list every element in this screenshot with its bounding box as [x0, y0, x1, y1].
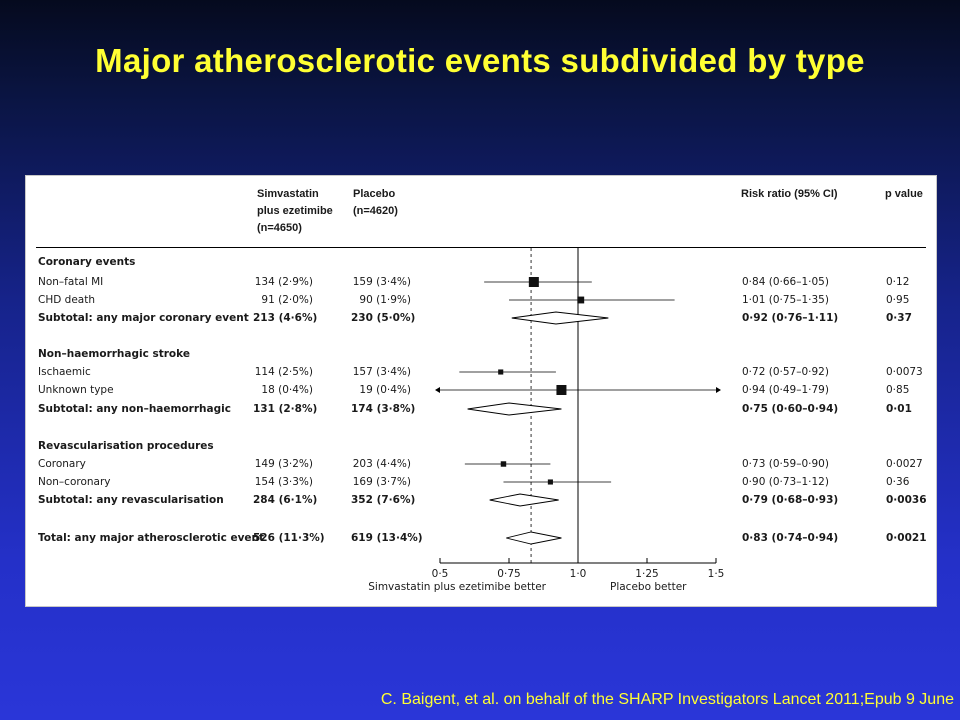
point-estimate-square [500, 461, 507, 467]
row-risk-ratio-text: 0·75 (0·60–0·94) [742, 403, 839, 415]
point-estimate-square [528, 277, 539, 287]
row-risk-ratio-text: 0·94 (0·49–1·79) [742, 384, 829, 396]
row-label: Unknown type [38, 384, 114, 396]
header-p-value: p value [885, 188, 923, 200]
header-treatment-line2: plus ezetimibe [257, 205, 333, 217]
header-risk-ratio: Risk ratio (95% CI) [741, 188, 838, 200]
row-risk-ratio-text: 0·72 (0·57–0·92) [742, 366, 829, 378]
ci-arrow-left [435, 387, 440, 393]
point-estimate-square [547, 479, 553, 485]
row-placebo-count: 230 (5·0%) [351, 312, 416, 324]
point-estimate-square [577, 296, 585, 304]
row-risk-ratio-text: 0·73 (0·59–0·90) [742, 458, 829, 470]
x-tick-label: 1·25 [635, 568, 658, 580]
row-p-value: 0·85 [886, 384, 910, 396]
row-label: Non–coronary [38, 476, 111, 488]
row-placebo-count: 174 (3·8%) [351, 403, 416, 415]
row-placebo-count: 203 (4·4%) [352, 458, 411, 470]
row-label: Coronary [38, 458, 86, 470]
row-p-value: 0·01 [886, 403, 912, 415]
row-p-value: 0·36 [886, 476, 910, 488]
row-treatment-count: 114 (2·5%) [254, 366, 313, 378]
row-placebo-count: 159 (3·4%) [352, 276, 411, 288]
row-treatment-count: 134 (2·9%) [254, 276, 313, 288]
row-label: Revascularisation procedures [38, 440, 214, 452]
favours-left-label: Simvastatin plus ezetimibe better [368, 581, 546, 593]
x-tick-label: 1·5 [708, 568, 725, 580]
row-risk-ratio-text: 0·84 (0·66–1·05) [742, 276, 829, 288]
point-estimate-square [556, 385, 567, 395]
header-placebo-line1: Placebo [353, 188, 396, 200]
x-tick-label: 0·75 [497, 568, 520, 580]
header-treatment-line1: Simvastatin [257, 188, 319, 200]
header-rule [36, 247, 926, 248]
row-risk-ratio-text: 0·79 (0·68–0·93) [742, 494, 839, 506]
row-treatment-count: 154 (3·3%) [254, 476, 313, 488]
row-treatment-count: 284 (6·1%) [253, 494, 318, 506]
header-placebo-line2: (n=4620) [353, 205, 398, 217]
row-placebo-count: 90 (1·9%) [359, 294, 411, 306]
row-label: Subtotal: any non–haemorrhagic [38, 403, 231, 415]
row-p-value: 0·0027 [886, 458, 923, 470]
row-label: Coronary events [38, 256, 136, 268]
subtotal-diamond [467, 402, 562, 416]
header-treatment-line3: (n=4650) [257, 222, 302, 234]
row-p-value: 0·12 [886, 276, 910, 288]
row-placebo-count: 352 (7·6%) [351, 494, 416, 506]
row-label: Non–haemorrhagic stroke [38, 348, 190, 360]
row-label: Total: any major atherosclerotic event [38, 532, 265, 544]
favours-right-label: Placebo better [610, 581, 687, 593]
row-p-value: 0·37 [886, 312, 912, 324]
forest-plot-panel: Simvastatin plus ezetimibe (n=4650) Plac… [25, 175, 937, 607]
row-p-value: 0·0021 [886, 532, 927, 544]
forest-plot: 0·5 0·75 1·0 1·25 1·5 Simvastatin plus ezetim… [368, 248, 725, 593]
row-risk-ratio-text: 0·90 (0·73–1·12) [742, 476, 829, 488]
point-estimate-square [498, 369, 504, 375]
row-risk-ratio-text: 0·83 (0·74–0·94) [742, 532, 839, 544]
citation: C. Baigent, et al. on behalf of the SHAR… [380, 691, 954, 708]
subtotal-diamond [489, 493, 559, 507]
header-treatment: Simvastatin plus ezetimibe (n=4650) [257, 186, 333, 237]
row-treatment-count: 213 (4·6%) [253, 312, 318, 324]
row-placebo-count: 169 (3·7%) [352, 476, 411, 488]
row-p-value: 0·0073 [886, 366, 923, 378]
row-placebo-count: 619 (13·4%) [351, 532, 423, 544]
row-treatment-count: 526 (11·3%) [253, 532, 325, 544]
row-treatment-count: 91 (2·0%) [261, 294, 313, 306]
row-label: CHD death [38, 294, 95, 306]
x-tick-label: 1·0 [570, 568, 587, 580]
header-placebo: Placebo (n=4620) [353, 186, 398, 220]
total-diamond [506, 531, 562, 545]
slide-title: Major atherosclerotic events subdivided … [95, 42, 865, 79]
ci-arrow-right [716, 387, 721, 393]
row-placebo-count: 157 (3·4%) [352, 366, 411, 378]
row-placebo-count: 19 (0·4%) [359, 384, 411, 396]
row-label: Subtotal: any revascularisation [38, 494, 224, 506]
row-p-value: 0·95 [886, 294, 910, 306]
row-label: Ischaemic [38, 366, 91, 378]
row-treatment-count: 18 (0·4%) [261, 384, 313, 396]
row-label: Subtotal: any major coronary event [38, 312, 249, 324]
row-risk-ratio-text: 0·92 (0·76–1·11) [742, 312, 839, 324]
row-risk-ratio-text: 1·01 (0·75–1·35) [742, 294, 829, 306]
row-p-value: 0·0036 [886, 494, 927, 506]
subtotal-diamond [511, 311, 609, 325]
row-treatment-count: 131 (2·8%) [253, 403, 318, 415]
row-label: Non–fatal MI [38, 276, 104, 288]
row-treatment-count: 149 (3·2%) [254, 458, 313, 470]
x-tick-label: 0·5 [432, 568, 449, 580]
